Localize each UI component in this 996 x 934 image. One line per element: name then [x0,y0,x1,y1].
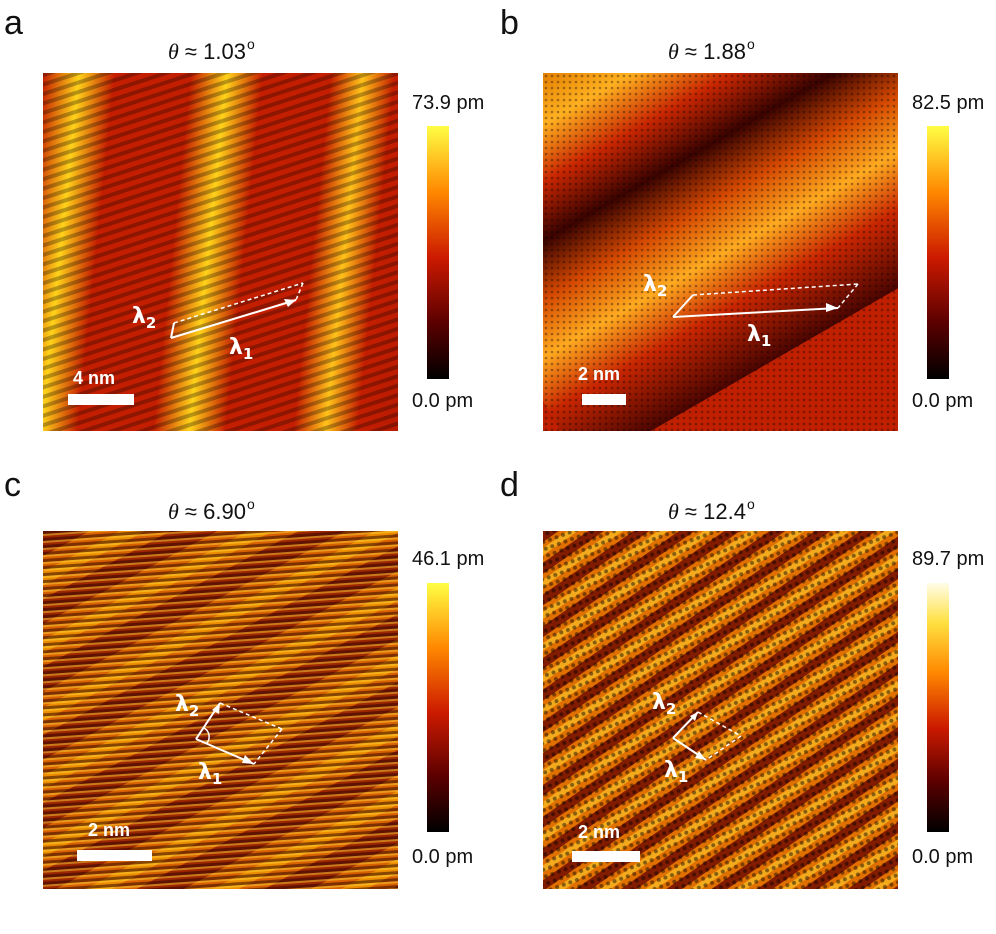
colorbar-min-label: 0.0 pm [912,846,974,868]
scale-bar [582,394,626,405]
lambda2-label: λ2 [175,692,200,720]
lambda2-label: λ2 [643,272,668,300]
scale-bar-label: 2 nm [88,820,131,840]
lambda1-label: λ1 [747,322,772,350]
twist-angle-title: θ ≈ 6.90o [168,496,255,524]
colorbar-max-label: 82.5 pm [912,92,985,114]
scale-bar [68,394,134,405]
scale-bar [572,851,640,862]
colorbar-min-label: 0.0 pm [412,846,474,868]
panel-letter: a [4,4,23,42]
lambda2-label: λ2 [652,690,677,718]
colorbar [927,583,949,832]
scale-bar-label: 2 nm [578,822,621,842]
lambda1-label: λ1 [198,760,223,788]
colorbar-max-label: 89.7 pm [912,548,985,570]
scale-bar-label: 2 nm [578,364,621,384]
scale-bar-label: 4 nm [73,368,116,388]
colorbar [927,126,949,379]
colorbar-min-label: 0.0 pm [412,390,474,412]
colorbar [427,583,449,832]
stm-topography-image [43,73,398,431]
twist-angle-title: θ ≈ 12.4o [668,496,755,524]
stm-topography-image [543,73,898,431]
colorbar-max-label: 73.9 pm [412,92,485,114]
colorbar-max-label: 46.1 pm [412,548,485,570]
scale-bar [77,850,152,861]
colorbar-min-label: 0.0 pm [912,390,974,412]
panel-letter: c [4,466,21,504]
colorbar [427,126,449,379]
panel-letter: b [500,4,519,42]
twist-angle-title: θ ≈ 1.88o [668,36,755,64]
twist-angle-title: θ ≈ 1.03o [168,36,255,64]
lambda1-label: λ1 [664,758,689,786]
lambda2-label: λ2 [132,304,157,332]
stm-topography-image [543,531,898,889]
lambda1-label: λ1 [229,335,254,363]
stm-topography-image [43,531,398,889]
panel-letter: d [500,466,519,504]
